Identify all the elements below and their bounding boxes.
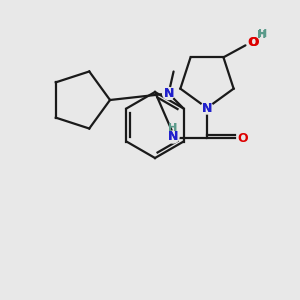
Text: H: H: [168, 123, 178, 133]
Text: O: O: [238, 131, 248, 145]
Text: H: H: [257, 30, 266, 40]
Text: N: N: [164, 87, 174, 100]
Circle shape: [201, 102, 213, 114]
Text: N: N: [164, 87, 174, 100]
Text: O: O: [247, 36, 258, 49]
Circle shape: [167, 131, 179, 143]
Circle shape: [163, 88, 175, 100]
Text: N: N: [168, 130, 178, 143]
Text: N: N: [168, 130, 178, 143]
Text: H: H: [258, 29, 267, 39]
Circle shape: [248, 36, 260, 48]
Text: N: N: [202, 101, 212, 115]
Text: H: H: [168, 123, 178, 133]
Text: N: N: [202, 101, 212, 115]
Text: O: O: [248, 36, 259, 49]
